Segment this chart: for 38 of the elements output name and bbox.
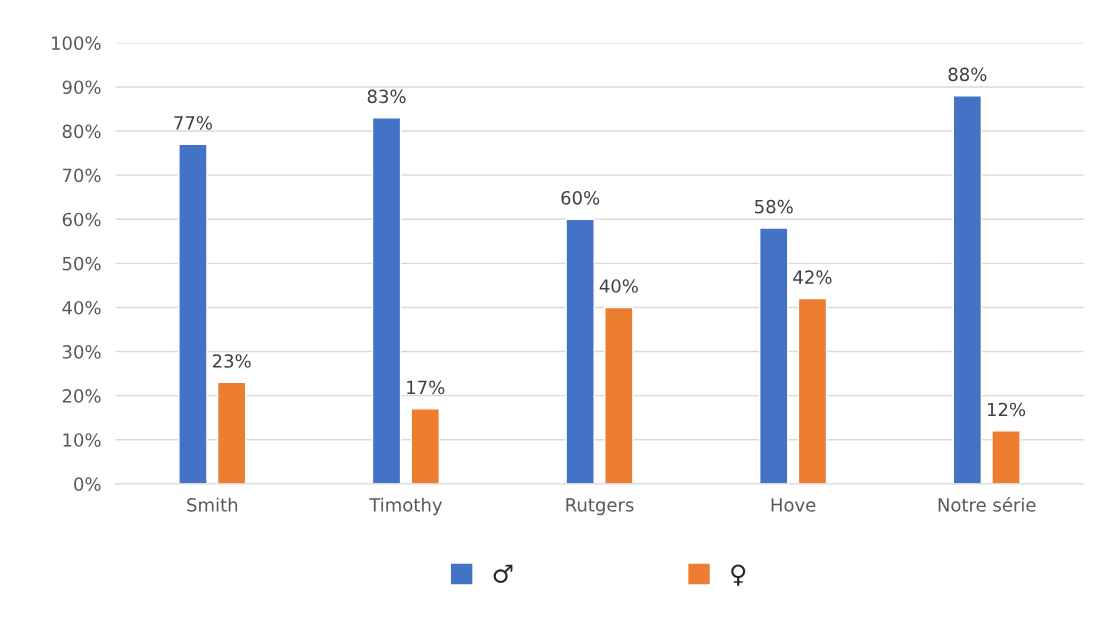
data-label: 77% (174, 116, 213, 130)
y-tick-label: 0% (74, 477, 101, 491)
bar (410, 408, 440, 484)
data-label: 12% (987, 402, 1026, 417)
data-label: 40% (599, 279, 638, 293)
bar (604, 306, 634, 484)
bar (565, 218, 595, 484)
bar (797, 297, 828, 484)
y-tick-label: 90% (62, 80, 101, 95)
x-tick-label: Rutgers (566, 498, 634, 516)
y-tick-label: 50% (62, 256, 101, 271)
y-tick-label: 40% (62, 300, 101, 315)
y-tick-label: 30% (62, 345, 101, 359)
y-tick-label: 70% (62, 168, 101, 183)
data-label: 23% (212, 354, 251, 368)
bar (216, 381, 247, 484)
y-tick-label: 80% (62, 124, 101, 139)
y-tick-label: 10% (63, 433, 101, 447)
x-tick-label: Smith (187, 497, 238, 512)
y-tick-label: 20% (62, 389, 101, 403)
bar (759, 227, 789, 484)
data-label: 83% (367, 89, 406, 104)
data-label: 60% (561, 190, 600, 205)
data-label: 88% (948, 67, 987, 82)
x-tick-label: Timothy (369, 497, 443, 516)
bar (952, 95, 983, 484)
y-tick-label: 60% (62, 212, 101, 227)
y-tick-label: 100% (51, 36, 101, 50)
data-label: 17% (407, 380, 445, 395)
legend-label: ♀ (731, 564, 746, 586)
bar (991, 430, 1021, 484)
data-label: 42% (793, 270, 832, 285)
x-tick-label: Notre série (938, 497, 1036, 512)
bar (371, 117, 402, 484)
bar (178, 143, 208, 484)
legend-label: ♂ (493, 564, 513, 584)
data-label: 58% (755, 199, 793, 214)
x-tick-label: Hove (771, 498, 816, 512)
